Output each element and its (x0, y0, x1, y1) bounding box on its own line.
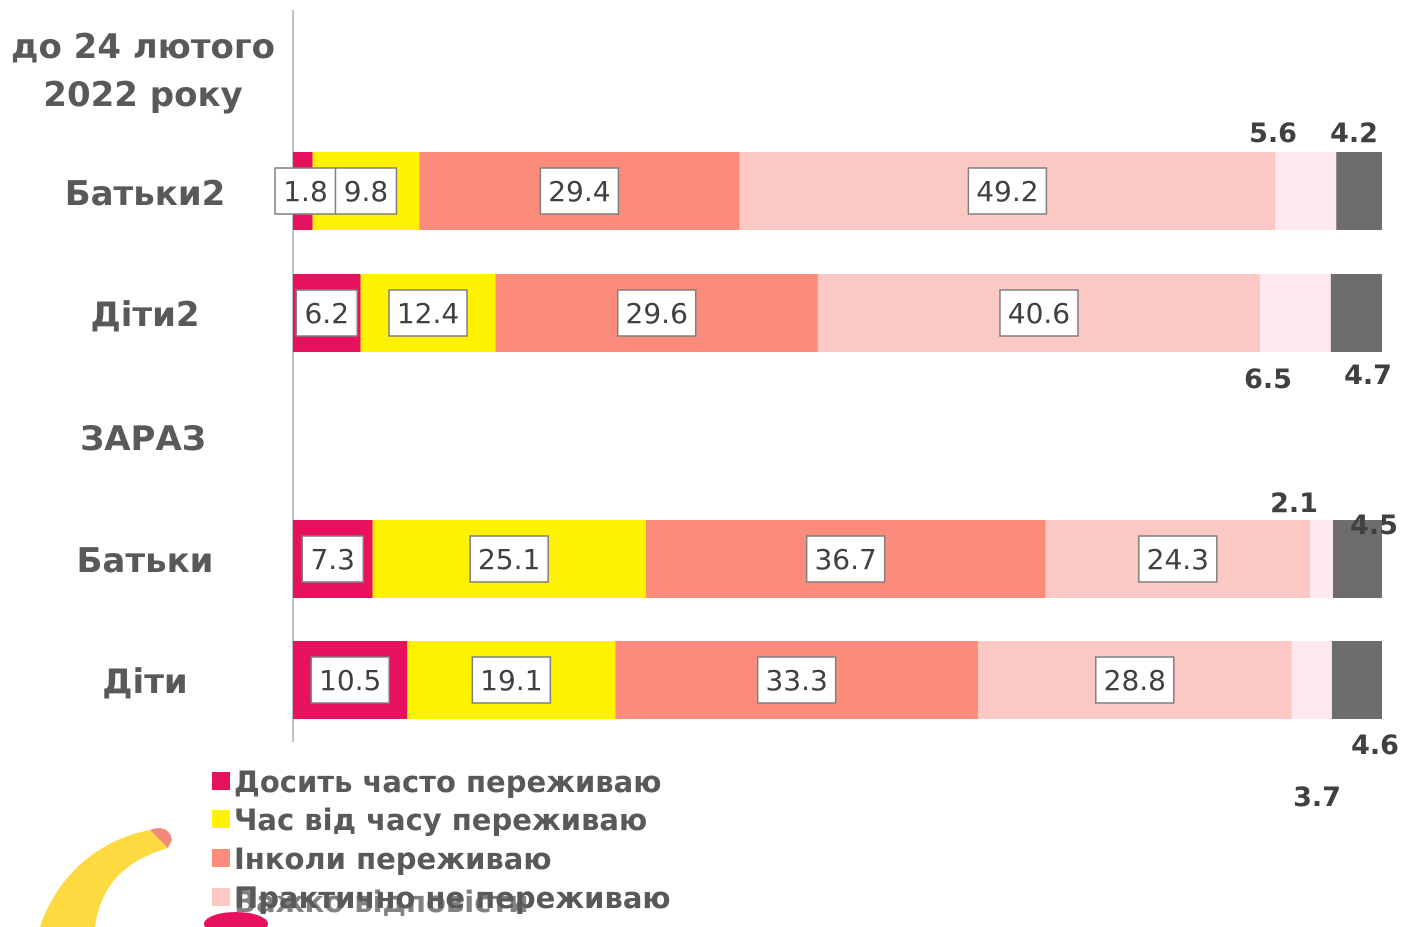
data-label-box (469, 535, 549, 583)
data-label: 7.3 (310, 543, 355, 576)
data-label-outside: 6.5 (1244, 364, 1292, 395)
legend-label: Час від часу переживаю (234, 803, 647, 837)
data-label-box (471, 656, 552, 704)
bar-segment (1336, 152, 1382, 230)
data-label: 29.6 (626, 297, 688, 330)
data-label-box (388, 289, 468, 337)
legend-swatch (212, 772, 230, 790)
data-label: 1.8 (283, 175, 328, 208)
data-label-box (539, 167, 620, 215)
legend-swatch (212, 849, 230, 867)
data-label-box (616, 289, 697, 337)
legend-swatch (212, 810, 230, 828)
data-label-box (295, 289, 359, 337)
data-label-box (310, 656, 390, 704)
data-label: 36.7 (814, 543, 876, 576)
decorative-arc (150, 828, 172, 848)
category-label: Батьки2 (65, 174, 226, 214)
value-labels-layer: 1.8 9.8 29.4 49.2 5.6 4.2 6.2 12.4 29.6 40.6 6.5 4.… (274, 118, 1399, 813)
data-label-box (1095, 656, 1175, 704)
data-label-box (967, 167, 1048, 215)
data-label: 10.5 (319, 664, 381, 697)
category-label: Діти (102, 662, 187, 702)
header-before-line1: до 24 лютого (11, 27, 275, 67)
legend-label: Інколи переживаю (234, 842, 552, 876)
data-label: 9.8 (344, 175, 389, 208)
data-label: 33.3 (765, 664, 827, 697)
data-label-box (999, 289, 1079, 337)
data-label: 29.4 (548, 175, 610, 208)
data-label-box (334, 167, 398, 215)
legend-label-overlap: Важко відповісти (234, 885, 529, 919)
bar-segment (1260, 274, 1331, 352)
bar-segment (1310, 520, 1333, 598)
legend-swatch (212, 888, 230, 906)
legend-label: Досить часто переживаю (234, 765, 661, 799)
data-label-box (805, 535, 886, 583)
bar-segment (1275, 152, 1337, 230)
decorative-arc (40, 830, 168, 927)
decorative-dot (204, 912, 268, 927)
data-label-outside: 3.7 (1293, 782, 1341, 813)
data-label-outside: 4.5 (1350, 510, 1398, 541)
data-label: 28.8 (1104, 664, 1166, 697)
data-label: 49.2 (976, 175, 1038, 208)
header-before-line2: 2022 року (43, 75, 242, 115)
data-label-box (274, 167, 337, 215)
category-label: Діти2 (90, 295, 199, 335)
legend: Досить часто переживаю Час від часу пере… (212, 765, 671, 919)
bar-segment (1330, 274, 1382, 352)
data-label-outside: 2.1 (1270, 488, 1318, 519)
data-label-outside: 4.2 (1330, 118, 1378, 149)
category-label: Батьки (77, 541, 214, 581)
data-label: 40.6 (1008, 297, 1070, 330)
bar-segment (1331, 641, 1382, 719)
data-label: 25.1 (478, 543, 540, 576)
data-label-box (301, 535, 364, 583)
data-label: 19.1 (480, 664, 542, 697)
data-label-outside: 4.7 (1344, 360, 1392, 391)
data-label-outside: 5.6 (1249, 118, 1297, 149)
data-label: 6.2 (304, 297, 349, 330)
data-label-box (1138, 535, 1218, 583)
header-now: ЗАРАЗ (80, 419, 206, 459)
bar-segment (1291, 641, 1332, 719)
data-label-box (756, 656, 837, 704)
data-label: 12.4 (397, 297, 459, 330)
bars-layer (293, 152, 1382, 719)
data-label: 24.3 (1147, 543, 1209, 576)
bar-segment (1332, 520, 1382, 598)
legend-label: Практично не переживаю (234, 881, 671, 915)
data-label-outside: 4.6 (1351, 730, 1399, 761)
